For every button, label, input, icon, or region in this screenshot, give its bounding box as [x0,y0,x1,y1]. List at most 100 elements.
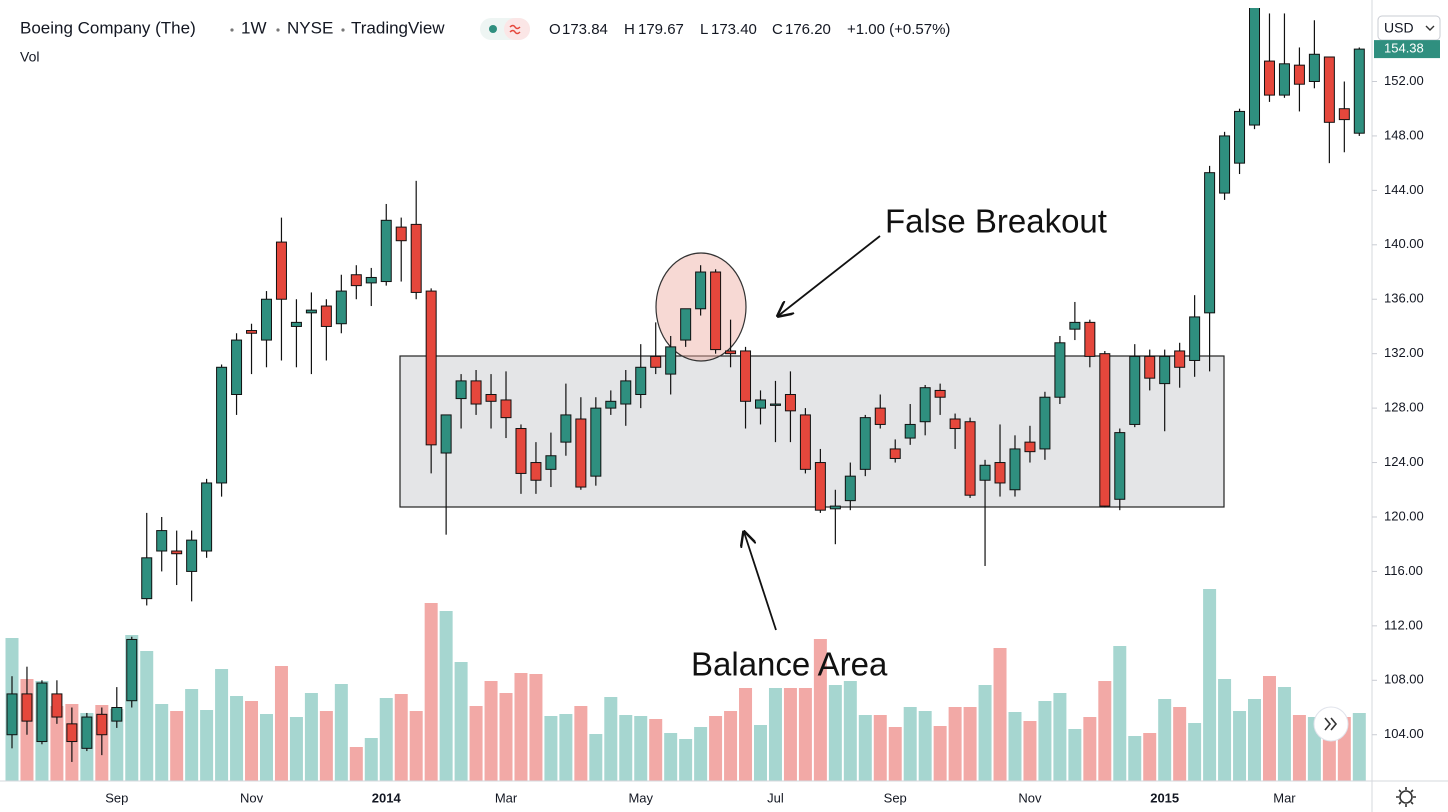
status-badge[interactable] [480,18,530,40]
volume-bar [634,716,648,781]
y-tick-label: 108.00 [1384,672,1424,687]
volume-bar [499,693,513,781]
volume-bar [1233,711,1247,781]
volume-bar [274,666,288,781]
y-tick-label: 132.00 [1384,345,1424,360]
candle-body [365,276,377,284]
candle-body [650,355,662,368]
volume-bar [349,747,363,781]
candle-body [575,418,587,488]
candle-body [186,539,198,572]
candle-body [395,226,407,242]
volume-bar [798,688,812,781]
currency-button[interactable]: USD [1377,15,1441,41]
candle-body [485,394,497,402]
candle-body [1144,355,1156,379]
candle-body [36,682,48,743]
candle-body [725,350,737,355]
separator [230,28,234,32]
volume-bar [334,684,348,781]
volume-bar [1277,687,1291,781]
legend-change: +1.00 (+0.57%) [847,21,950,38]
price-tag [1374,40,1440,59]
candle-body [380,219,392,283]
volume-bar [1053,693,1067,781]
candle-body [680,308,692,341]
x-tick-label: May [628,790,653,805]
symbol: Boeing Company (The) [20,18,196,37]
volume-bar [215,669,229,781]
volume-layer [5,589,1366,781]
candle-body [500,399,512,419]
currency-box [1377,15,1441,41]
candle-body [335,290,347,325]
candle-body [1249,8,1261,126]
candle-body [964,421,976,496]
y-tick-label: 116.00 [1384,563,1423,578]
candle-body [246,330,258,334]
volume-bar [230,696,244,781]
candle-body [141,557,153,600]
volume-bar [50,706,64,781]
volume-bar [1188,723,1202,781]
badge-dot [489,25,497,33]
candle-body [1219,135,1231,194]
candle-body [305,309,317,314]
candle-body [440,414,452,454]
candle-body [814,462,826,511]
x-tick-label: Nov [1018,790,1042,805]
candle-body [126,638,138,702]
candle-body [410,223,422,293]
volume-bar [140,651,154,781]
volume-bar [559,714,573,781]
volume-bar [843,681,857,781]
volume-bar [379,698,393,781]
volume-bar [319,711,333,781]
candle-body [275,241,287,300]
candle-body [21,693,33,722]
legend-key: C [772,21,783,38]
volume-bar [694,727,708,781]
volume-bar [1173,707,1187,781]
candle-body [545,455,557,470]
candle-body [1234,110,1246,164]
arrow [778,235,881,316]
volume-bar [185,689,199,781]
candle-body [829,505,841,510]
volume-bar [993,648,1007,781]
volume-bar [200,710,214,781]
volume-bar [1352,713,1366,781]
annotation: False Breakout [885,203,1107,240]
candle-body [889,448,901,459]
candle-body [1129,355,1141,425]
volume-bar [709,716,723,781]
candle-body [994,462,1006,484]
volume-bar [289,717,303,781]
candle-body [1024,441,1036,453]
candle-body [934,389,946,398]
y-tick-label: 136.00 [1384,291,1424,306]
annotation: Balance Area [691,646,888,683]
volume-bar [439,611,453,781]
volume-bar [529,674,543,781]
candle-body [740,350,752,402]
volume-bar [1292,715,1306,781]
scroll-button[interactable] [1313,706,1349,742]
volume-bar [1143,733,1157,781]
candle-body [1293,64,1305,85]
arrow [744,532,777,631]
exchange: NYSE [287,18,333,37]
candle-body [6,693,18,736]
candle-body [111,707,123,722]
settings-button[interactable] [1396,787,1416,807]
candle-body [1353,48,1365,134]
volume-bar [754,725,767,781]
volume-bar [978,685,992,781]
volume-bar [739,688,753,781]
candle-body [859,417,871,470]
candle-body [1039,396,1051,450]
y-tick-label: 124.00 [1384,454,1424,469]
volume-bar [768,688,782,781]
